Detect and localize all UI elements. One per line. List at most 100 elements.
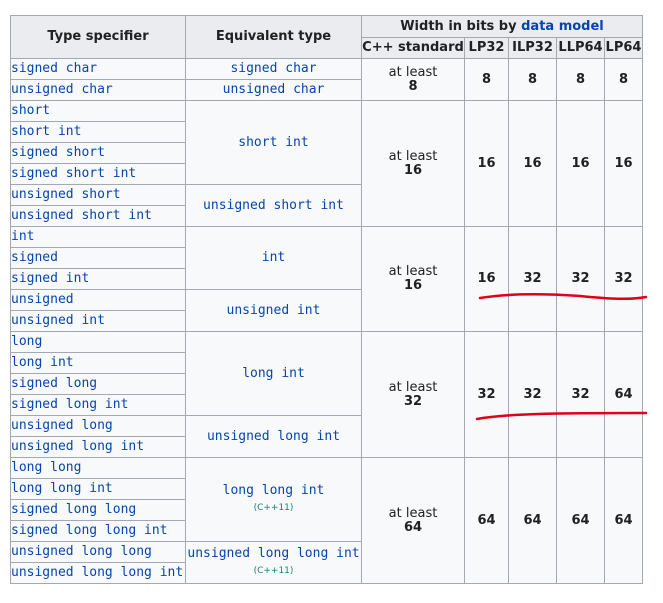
type-specifier-cell[interactable]: signed long long xyxy=(10,499,186,521)
cpp-standard-cell: at least 16 xyxy=(361,226,465,332)
standard-bits-value: 8 xyxy=(408,78,418,94)
width-ilp32-cell: 32 xyxy=(508,331,557,458)
type-specifier-cell[interactable]: long long int xyxy=(10,478,186,500)
type-specifier-cell[interactable]: long long xyxy=(10,457,186,479)
at-least-label: at least xyxy=(388,148,438,164)
width-lp64-cell: 64 xyxy=(604,457,643,584)
cpp-standard-cell: at least 8 xyxy=(361,58,465,101)
type-specifier-cell[interactable]: unsigned char xyxy=(10,79,186,101)
cpp-standard-cell: at least 16 xyxy=(361,100,465,227)
type-specifier-cell[interactable]: signed long xyxy=(10,373,186,395)
type-specifier-cell[interactable]: unsigned long xyxy=(10,415,186,437)
type-specifier-cell[interactable]: unsigned long long xyxy=(10,541,186,563)
table-row: signed int xyxy=(10,268,643,290)
table-body: signed char signed char at least 8 8 8 8 8 unsig… xyxy=(10,58,643,584)
at-least-label: at least xyxy=(388,505,438,521)
table-row: unsigned short int xyxy=(10,205,643,227)
width-llp64-cell: 64 xyxy=(556,457,605,584)
type-specifier-cell[interactable]: signed long long int xyxy=(10,520,186,542)
type-specifier-cell[interactable]: short int xyxy=(10,121,186,143)
width-ilp32-cell: 64 xyxy=(508,457,557,584)
equivalent-type-link[interactable]: unsigned char xyxy=(222,82,325,97)
type-specifier-cell[interactable]: signed short xyxy=(10,142,186,164)
type-specifier-cell[interactable]: unsigned long long int xyxy=(10,562,186,584)
equivalent-type-cell: int xyxy=(185,226,362,290)
equivalent-type-link[interactable]: unsigned short int xyxy=(203,197,344,213)
cpp11-note: (C++11) xyxy=(253,566,294,576)
width-ilp32-cell: 32 xyxy=(508,226,557,332)
width-lp32-cell: 16 xyxy=(464,226,509,332)
equivalent-type-cell: signed char xyxy=(185,58,362,80)
width-llp64-cell: 32 xyxy=(556,331,605,458)
equivalent-type-header: Equivalent type xyxy=(185,15,362,59)
type-specifier-cell[interactable]: short xyxy=(10,100,186,122)
width-in-bits-header: Width in bits by data model xyxy=(361,15,643,38)
cpp11-note: (C++11) xyxy=(253,503,294,513)
cpp-standard-cell: at least 32 xyxy=(361,331,465,458)
equivalent-type-link[interactable]: unsigned long int xyxy=(206,428,341,444)
type-specifier-cell[interactable]: signed char xyxy=(10,58,186,80)
width-lp32-cell: 8 xyxy=(464,58,509,101)
cpp-standard-header: C++ standard xyxy=(361,37,465,59)
table-row: short short int at least 16 16 16 16 16 xyxy=(10,100,643,227)
model-header-ilp32: ILP32 xyxy=(508,37,557,59)
model-header-lp32: LP32 xyxy=(464,37,509,59)
table-row: signed char signed char at least 8 8 8 8 8 xyxy=(10,58,643,101)
width-lp64-cell: 16 xyxy=(604,100,643,227)
width-header-text: Width in bits by xyxy=(400,18,517,34)
table-row: long long int at least 32 32 32 32 64 xyxy=(10,331,643,458)
equivalent-type-cell: unsigned int xyxy=(185,289,362,332)
type-specifier-cell[interactable]: unsigned short int xyxy=(10,205,186,227)
equivalent-type-link[interactable]: unsigned int xyxy=(226,302,321,318)
equivalent-type-link[interactable]: unsigned long long int xyxy=(187,546,360,561)
equivalent-type-link[interactable]: short int xyxy=(238,134,309,150)
standard-bits-value: 16 xyxy=(403,162,423,178)
equivalent-type-cell: unsigned char xyxy=(185,79,362,101)
type-specifier-cell[interactable]: unsigned short xyxy=(10,184,186,206)
type-specifier-cell[interactable]: signed short int xyxy=(10,163,186,185)
type-specifier-cell[interactable]: long xyxy=(10,331,186,353)
type-specifier-cell[interactable]: signed int xyxy=(10,268,186,290)
table-row: int int at least 16 16 32 32 32 xyxy=(10,226,643,332)
at-least-label: at least xyxy=(388,379,438,395)
width-llp64-cell: 32 xyxy=(556,226,605,332)
table-row: unsigned long long unsigned long long int… xyxy=(10,541,643,584)
equivalent-type-link[interactable]: long int xyxy=(242,365,305,381)
table-row: long long long long int (C++11) at least 64 6… xyxy=(10,457,643,584)
type-specifier-cell[interactable]: signed xyxy=(10,247,186,269)
width-lp32-cell: 16 xyxy=(464,100,509,227)
equivalent-type-link[interactable]: signed char xyxy=(230,61,317,76)
width-lp32-cell: 64 xyxy=(464,457,509,584)
width-ilp32-cell: 8 xyxy=(508,58,557,101)
type-specifier-cell[interactable]: unsigned xyxy=(10,289,186,311)
equivalent-type-link[interactable]: long long int xyxy=(222,483,325,498)
cpp-standard-cell: at least 64 xyxy=(361,457,465,584)
equivalent-type-cell: unsigned long int xyxy=(185,415,362,458)
width-ilp32-cell: 16 xyxy=(508,100,557,227)
width-lp64-cell: 8 xyxy=(604,58,643,101)
type-specifier-cell[interactable]: unsigned int xyxy=(10,310,186,332)
width-lp32-cell: 32 xyxy=(464,331,509,458)
standard-bits-value: 32 xyxy=(403,393,423,409)
equivalent-type-cell: long long int (C++11) xyxy=(185,457,362,542)
equivalent-type-link[interactable]: int xyxy=(261,250,286,265)
width-lp64-cell: 32 xyxy=(604,226,643,332)
table-row: signed long int xyxy=(10,394,643,416)
equivalent-type-cell: long int xyxy=(185,331,362,416)
equivalent-type-cell: unsigned long long int (C++11) xyxy=(185,541,362,584)
standard-bits-value: 16 xyxy=(403,278,423,293)
table-header: Type specifier Equivalent type Width in … xyxy=(10,15,643,59)
standard-bits-value: 64 xyxy=(403,519,423,535)
type-specifier-cell[interactable]: int xyxy=(10,226,186,248)
width-lp64-cell: 64 xyxy=(604,331,643,458)
type-specifier-header: Type specifier xyxy=(10,15,186,59)
width-llp64-cell: 8 xyxy=(556,58,605,101)
type-specifier-cell[interactable]: signed long int xyxy=(10,394,186,416)
equivalent-type-cell: unsigned short int xyxy=(185,184,362,227)
table-row: signed short int xyxy=(10,163,643,185)
type-specifier-cell[interactable]: unsigned long int xyxy=(10,436,186,458)
width-llp64-cell: 16 xyxy=(556,100,605,227)
data-model-link[interactable]: data model xyxy=(521,18,604,34)
data-model-table: Type specifier Equivalent type Width in … xyxy=(10,15,643,584)
type-specifier-cell[interactable]: long int xyxy=(10,352,186,374)
